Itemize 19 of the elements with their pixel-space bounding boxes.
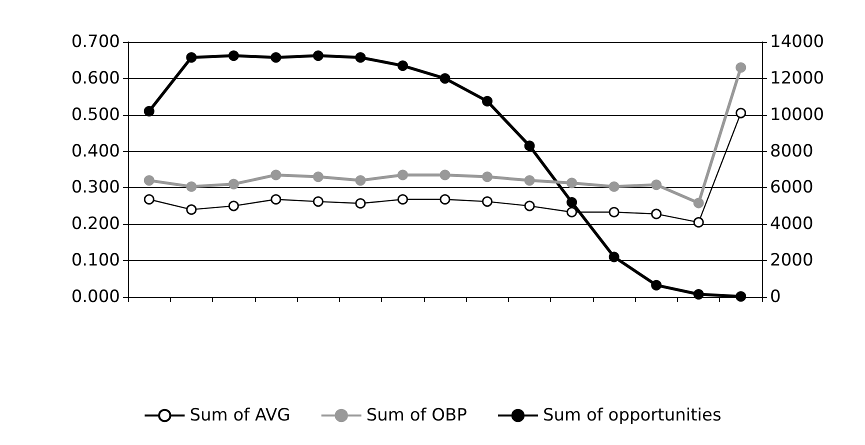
y-tick-label: 0.700 — [71, 32, 120, 52]
y-tick-label: 0.200 — [71, 214, 120, 234]
y-tick-label: 0.100 — [71, 250, 120, 271]
y-tick-label: 0.600 — [71, 68, 120, 88]
legend-label: Sum of AVG — [190, 406, 290, 426]
y2-tick-label: 2000 — [770, 250, 814, 271]
y-tick-label: 0.000 — [71, 287, 120, 307]
y2-tick-label: 6000 — [770, 178, 814, 198]
y2-tick-label: 12000 — [770, 68, 824, 88]
y-tick-label: 0.500 — [71, 104, 120, 125]
y2-tick-label: 8000 — [770, 141, 814, 162]
legend-label: Sum of opportunities — [542, 406, 722, 426]
y-tick-label: 0.300 — [71, 178, 120, 198]
y2-tick-label: 10000 — [770, 104, 824, 125]
y2-tick-label: 4000 — [770, 214, 814, 234]
y2-tick-label: 14000 — [770, 32, 824, 52]
y-tick-label: 0.400 — [71, 141, 120, 162]
y2-tick-label: 0 — [770, 287, 781, 307]
legend-label: Sum of OBP — [366, 406, 467, 426]
